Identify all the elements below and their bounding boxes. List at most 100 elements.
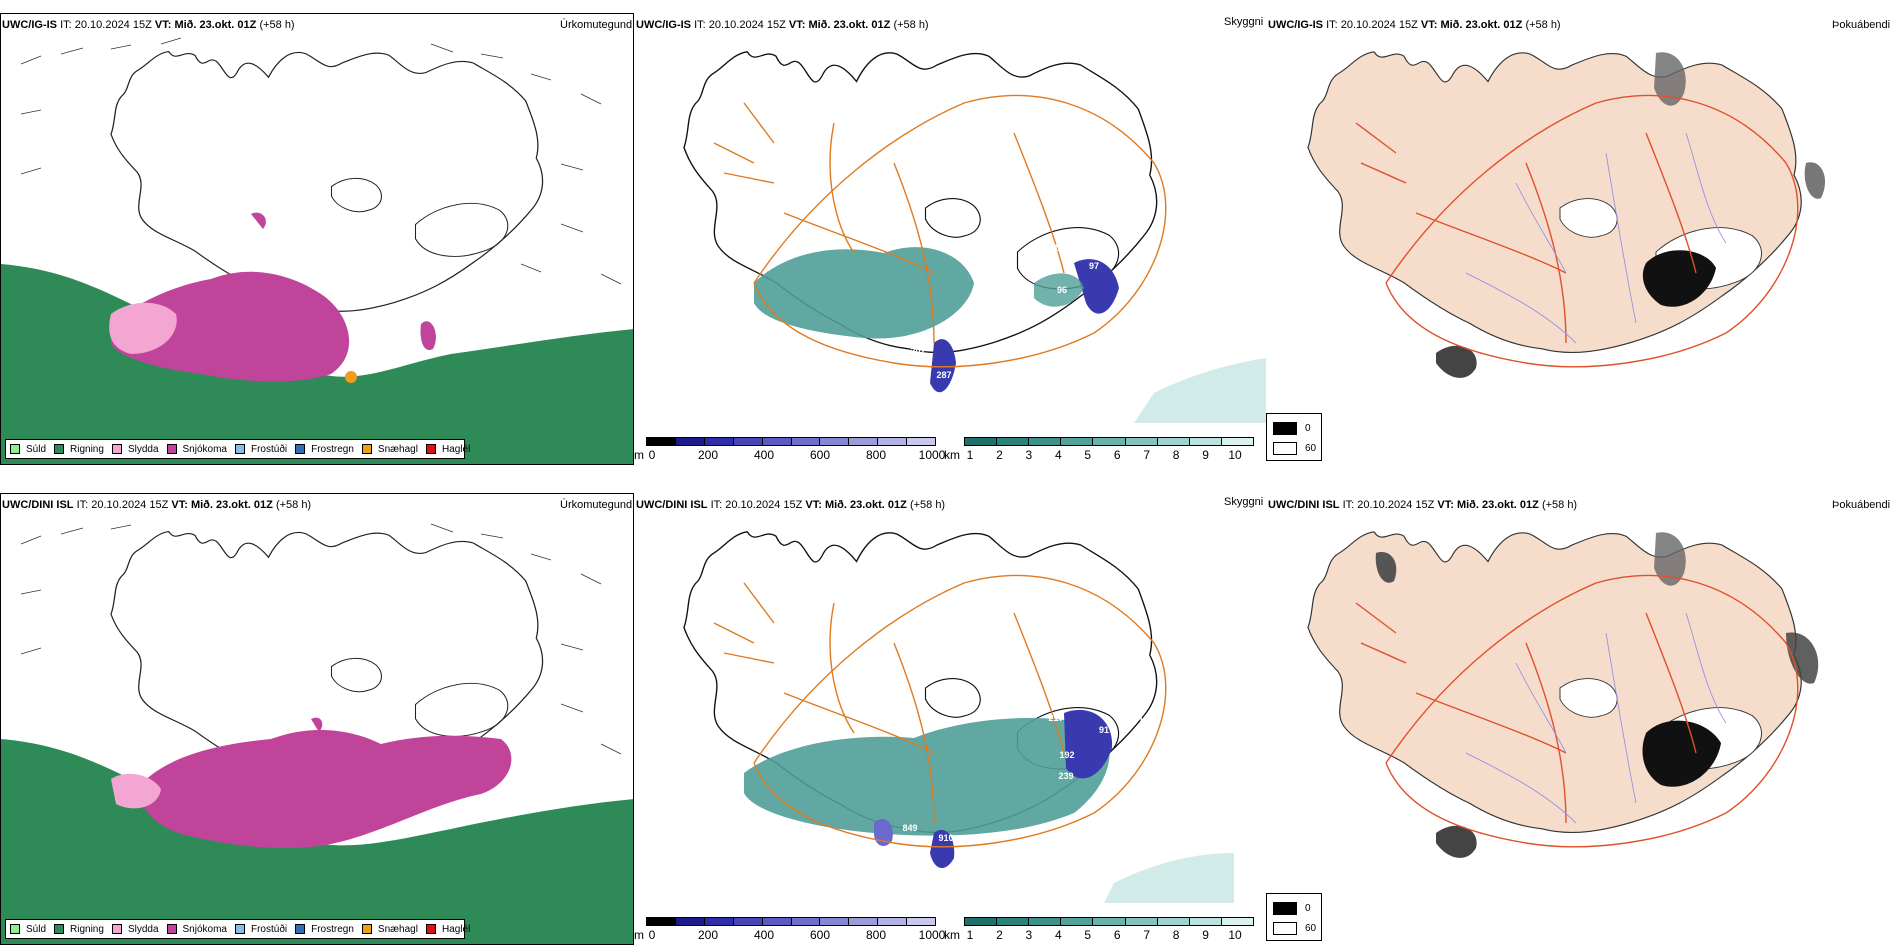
title-fog-row1: Þokuábendi: [1832, 19, 1891, 31]
legend-label: Slydda: [127, 923, 159, 935]
precip-panel-row2: Súld Rigning Slydda Snjókoma Frostúði Frostre…: [0, 493, 634, 945]
colorbar-tick-label: 9: [1202, 928, 1209, 942]
header-fog-row2: UWC/DINI ISL IT: 20.10.2024 15Z VT: Mið.…: [1268, 499, 1578, 511]
colorbar-segment: [733, 918, 763, 925]
colorbar-segment: [997, 918, 1030, 925]
colorbar-tick-label: 6: [1113, 448, 1121, 462]
legend-swatch: [10, 924, 20, 934]
legend-label: Slydda: [127, 443, 159, 455]
colorbar-segment: [997, 438, 1030, 445]
title-precip-row2: Úrkomutegund: [560, 499, 633, 511]
colorbar-segment: [907, 918, 936, 925]
colorbar-unit: km: [944, 928, 960, 942]
visibility-panel-row2: 217 107 91 174 192 239 849 910 239 256 m…: [634, 493, 1266, 945]
legend-label: Snæhagl: [377, 923, 418, 935]
title-fog-row2: Þokuábendi: [1832, 499, 1891, 511]
precip-map-row1: [1, 37, 633, 464]
colorbar-tick-label: 600: [809, 928, 831, 942]
legend-swatch: [10, 444, 20, 454]
colorbar-tick-label: 3: [1025, 448, 1033, 462]
legend-label: Snjókoma: [182, 923, 227, 935]
colorbar-tick-label: 1000: [918, 928, 946, 942]
model-name: UWC/IG-IS: [2, 19, 57, 31]
legend-label: Frostúði: [250, 443, 288, 455]
legend-swatch: [166, 444, 177, 454]
legend-item: Rigning: [54, 444, 104, 455]
legend-item: Haglél: [425, 443, 471, 455]
colorbar-segment: [1221, 918, 1253, 925]
header-visibility-row2: UWC/DINI ISL IT: 20.10.2024 15Z VT: Mið.…: [636, 499, 946, 511]
colorbar-segment: [965, 438, 998, 445]
legend-item: Frostúði: [234, 443, 288, 455]
title-visibility-row2: Skyggni: [1224, 496, 1264, 508]
colorbar-tick-label: 4: [1054, 448, 1062, 462]
colorbar-segment: [1061, 438, 1094, 445]
legend-swatch: [234, 924, 245, 934]
legend-item: Snæhagl: [361, 444, 418, 455]
colorbar-tick-label: 800: [865, 448, 887, 462]
legend-swatch: [425, 924, 436, 934]
colorbar-segment: [1221, 438, 1253, 445]
colorbar-tick-label: 200: [697, 928, 719, 942]
legend-label: Haglél: [441, 443, 471, 455]
colorbar-segment: [878, 918, 908, 925]
legend-item: Snæhagl: [361, 923, 418, 935]
legend-label: Rigning: [70, 923, 104, 935]
legend-swatch: [234, 444, 245, 454]
colorbar-strip: [964, 437, 1254, 446]
colorbar-tick-label: 9: [1202, 448, 1209, 462]
visibility-map-row2: [683, 531, 1234, 903]
colorbar-segment: [791, 918, 821, 925]
colorbar-tick-label: 1000: [918, 448, 946, 462]
colorbar-segment: [647, 438, 676, 445]
colorbar-segment: [1125, 438, 1158, 445]
legend-swatch: [54, 924, 65, 934]
colorbar-tick-label: 1: [966, 448, 974, 462]
colorbar-km-row2: km 1 2 3 4 5 6 7 8 9 10: [944, 917, 1254, 945]
colorbar-segment: [791, 438, 821, 445]
legend-label: Súld: [26, 923, 47, 935]
colorbar-tick-label: 6: [1113, 928, 1121, 942]
vis-labels-row1: 212 102 210 97 96 187 202 287: [910, 230, 1134, 380]
header-visibility-row1: UWC/IG-IS IT: 20.10.2024 15Z VT: Mið. 23…: [636, 19, 929, 31]
visibility-map-row1: [683, 51, 1266, 423]
colorbar-unit: km: [944, 448, 960, 462]
vis-labels-row2: 217 107 91 174 192 239 849 910 239 256: [902, 710, 1154, 878]
legend-swatch: [166, 924, 177, 934]
colorbar-segment: [704, 918, 734, 925]
colorbar-segment: [878, 438, 908, 445]
legend-item: Frostregn: [295, 924, 354, 935]
colorbar-segment: [1189, 918, 1222, 925]
colorbar-strip: [646, 917, 936, 926]
colorbar-segment: [849, 438, 879, 445]
colorbar-m-row2: m 0 200 400 600 800 1000: [634, 917, 946, 945]
colorbar-strip: [646, 437, 936, 446]
colorbar-segment: [1061, 918, 1094, 925]
colorbar-segment: [1093, 438, 1126, 445]
legend-label: Snjókoma: [182, 443, 227, 455]
colorbar-segment: [733, 438, 763, 445]
colorbar-tick-label: 0: [648, 928, 656, 942]
colorbar-unit: m: [634, 928, 644, 942]
colorbar-tick-label: 200: [697, 448, 719, 462]
legend-item: Frostúði: [234, 924, 287, 935]
colorbar-segment: [1157, 438, 1190, 445]
colorbar-tick-label: 2: [996, 928, 1003, 942]
legend-swatch: [295, 924, 306, 934]
fog-panel-row2: 0 60: [1266, 493, 1900, 945]
legend-swatch: [111, 924, 122, 934]
precip-panel-row1: Súld Rigning Slydda Snjókoma Frostúði Frostre…: [0, 13, 634, 465]
title-visibility-row1: Skyggni: [1224, 16, 1264, 28]
fog-map-row2: [1307, 531, 1819, 858]
header-precip-row1: UWC/IG-IS IT: 20.10.2024 15Z VT: Mið. 23…: [2, 19, 295, 31]
colorbar-tick-label: 7: [1143, 928, 1150, 942]
legend-item: Slydda: [111, 923, 159, 935]
colorbar-segment: [820, 918, 850, 925]
legend-label: Haglél: [441, 923, 471, 935]
colorbar-strip: [964, 917, 1254, 926]
colorbar-segment: [1093, 918, 1126, 925]
visibility-panel-row1: 212 102 210 97 96 187 202 287 m 0 200 400 60…: [634, 13, 1266, 465]
colorbar-tick-label: 5: [1084, 928, 1092, 942]
colorbar-segment: [1029, 438, 1062, 445]
legend-item: Snjókoma: [166, 443, 227, 455]
